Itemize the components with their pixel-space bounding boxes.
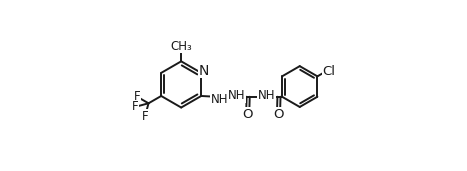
Text: CH₃: CH₃ (170, 40, 192, 53)
Text: F: F (134, 90, 140, 103)
Text: NH: NH (211, 93, 228, 106)
Text: F: F (132, 100, 139, 113)
Text: O: O (242, 108, 253, 121)
Text: O: O (273, 108, 284, 121)
Text: NH: NH (258, 89, 276, 102)
Text: NH: NH (228, 89, 246, 102)
Text: F: F (142, 110, 149, 123)
Text: Cl: Cl (323, 65, 336, 78)
Text: N: N (199, 64, 209, 78)
